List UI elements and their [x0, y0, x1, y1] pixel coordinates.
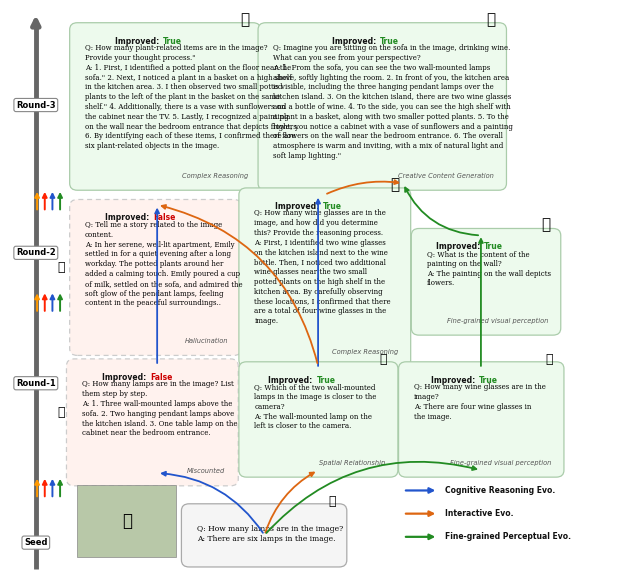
Text: True: True [484, 242, 503, 252]
Text: Round-1: Round-1 [16, 379, 56, 388]
Text: 🌳: 🌳 [241, 12, 250, 27]
Text: 🌳: 🌳 [541, 217, 550, 232]
Text: Complex Reasoning: Complex Reasoning [332, 349, 398, 356]
Text: Seed: Seed [24, 538, 47, 547]
Text: Improved:: Improved: [332, 37, 379, 46]
FancyBboxPatch shape [67, 359, 238, 486]
Text: Improved:: Improved: [106, 213, 152, 223]
Text: Q: Which of the two wall-mounted
lamps in the image is closer to the
camera?
A: : Q: Which of the two wall-mounted lamps i… [254, 383, 376, 431]
Text: 🧑: 🧑 [58, 406, 65, 419]
FancyBboxPatch shape [70, 199, 241, 356]
FancyBboxPatch shape [399, 362, 564, 477]
FancyBboxPatch shape [181, 504, 347, 567]
Text: Round-2: Round-2 [16, 248, 56, 257]
Text: 📷: 📷 [122, 512, 132, 530]
Text: Interactive Evo.: Interactive Evo. [445, 509, 513, 518]
Text: Spatial Relationship: Spatial Relationship [319, 460, 385, 465]
FancyBboxPatch shape [239, 362, 398, 477]
Text: Fine-grained Perceptual Evo.: Fine-grained Perceptual Evo. [445, 532, 570, 541]
FancyBboxPatch shape [239, 188, 411, 367]
Text: Creative Content Generation: Creative Content Generation [398, 173, 493, 178]
Text: False: False [154, 213, 176, 223]
Text: Q: How many lamps are in the image?
A: There are six lamps in the image.: Q: How many lamps are in the image? A: T… [196, 525, 343, 543]
Text: Q: How many lamps are in the image? List
them step by step.
A: 1. Three wall-mou: Q: How many lamps are in the image? List… [82, 381, 237, 437]
Text: Improved:: Improved: [431, 376, 478, 385]
Text: True: True [323, 202, 342, 211]
Text: 🌲: 🌲 [545, 353, 553, 366]
Text: Miscounted: Miscounted [188, 468, 225, 474]
FancyBboxPatch shape [77, 485, 176, 557]
Text: Fine-grained visual perception: Fine-grained visual perception [447, 317, 548, 324]
Text: Improved:: Improved: [275, 202, 321, 211]
Text: Q: How many wine glasses are in the
image?
A: There are four wine glasses in
the: Q: How many wine glasses are in the imag… [414, 383, 546, 421]
Text: 🌱: 🌱 [328, 495, 336, 508]
Text: Cognitive Reasoning Evo.: Cognitive Reasoning Evo. [445, 486, 555, 495]
Text: Fine-grained visual perception: Fine-grained visual perception [450, 460, 551, 465]
Text: Improved:: Improved: [436, 242, 483, 252]
Text: 🌳: 🌳 [390, 177, 400, 192]
Text: True: True [380, 37, 399, 46]
Text: True: True [317, 376, 335, 385]
Text: Q: What is the content of the
painting on the wall?
A: The painting on the wall : Q: What is the content of the painting o… [427, 250, 550, 288]
Text: True: True [163, 37, 182, 46]
Text: Round-3: Round-3 [16, 101, 56, 110]
FancyBboxPatch shape [70, 23, 260, 190]
Text: True: True [479, 376, 499, 385]
FancyBboxPatch shape [258, 23, 506, 190]
Text: Complex Reasoning: Complex Reasoning [182, 173, 248, 178]
Text: Hallucination: Hallucination [185, 338, 228, 344]
FancyBboxPatch shape [412, 228, 561, 335]
Text: Improved:: Improved: [102, 373, 149, 382]
Text: Q: Imagine you are sitting on the sofa in the image, drinking wine.
What can you: Q: Imagine you are sitting on the sofa i… [273, 44, 513, 160]
Text: Q: Tell me a story related to the image
content.
A: In her serene, well-lit apar: Q: Tell me a story related to the image … [85, 221, 243, 307]
Text: 🌲: 🌲 [380, 353, 387, 366]
Text: Improved:: Improved: [268, 376, 316, 385]
Text: Q: How many plant-related items are in the image?
Provide your thought process.": Q: How many plant-related items are in t… [85, 44, 299, 150]
Text: Improved:: Improved: [115, 37, 162, 46]
Text: Q: How many wine glasses are in the
image, and how did you determine
this? Provi: Q: How many wine glasses are in the imag… [254, 209, 391, 325]
Text: 🌳: 🌳 [486, 12, 495, 27]
Text: 🧑: 🧑 [58, 261, 65, 274]
Text: False: False [150, 373, 173, 382]
